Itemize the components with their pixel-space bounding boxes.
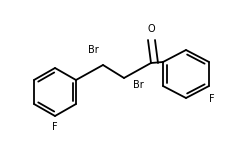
Text: O: O <box>147 24 155 34</box>
Text: Br: Br <box>133 80 144 90</box>
Text: F: F <box>52 122 58 132</box>
Text: F: F <box>209 94 215 104</box>
Text: Br: Br <box>88 45 98 55</box>
